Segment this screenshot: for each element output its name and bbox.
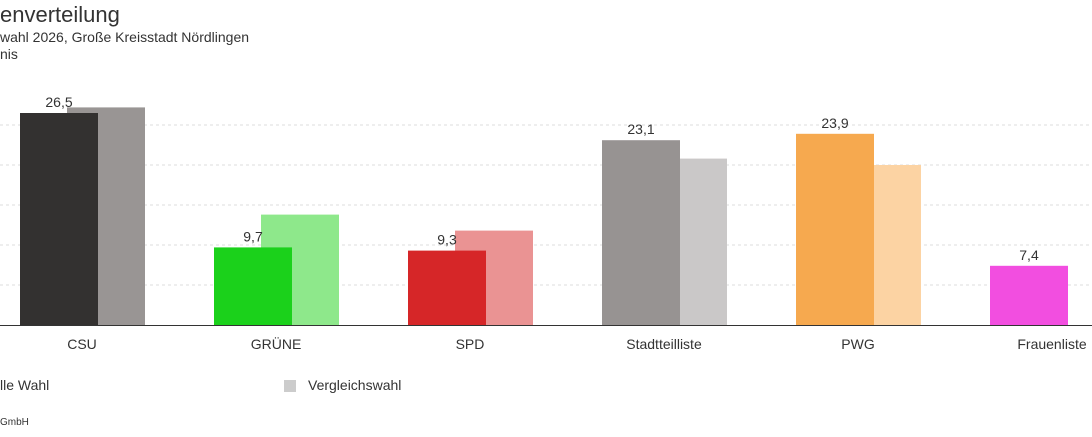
bar-current: [796, 133, 874, 325]
category-label: Stadtteilliste: [626, 336, 702, 352]
data-label: 23,9: [821, 115, 848, 131]
data-label: 23,1: [627, 121, 654, 137]
source-credit: GmbH: [0, 417, 29, 428]
category-label: CSU: [67, 336, 97, 352]
bar-current: [214, 247, 292, 325]
chart-title: enverteilung: [0, 2, 120, 27]
data-label: 9,7: [243, 228, 263, 244]
bar-current: [602, 140, 680, 325]
data-label: 26,5: [45, 94, 72, 110]
bar-current: [990, 265, 1068, 325]
chart-subtitle-2: nis: [0, 46, 18, 62]
category-label: PWG: [841, 336, 874, 352]
data-label: 9,3: [437, 232, 457, 248]
data-label: 7,4: [1019, 247, 1039, 263]
category-label: Frauenliste: [1017, 336, 1086, 352]
chart-subtitle: wahl 2026, Große Kreisstadt Nördlingen: [0, 29, 250, 45]
bar-current: [20, 113, 98, 325]
legend-current-election[interactable]: lle Wahl: [0, 377, 50, 393]
legend-swatch-comparison: [284, 380, 296, 392]
legend-comparison-election[interactable]: Vergleichswahl: [308, 377, 402, 393]
category-label: SPD: [456, 336, 485, 352]
category-label: GRÜNE: [251, 335, 302, 352]
bar-current: [408, 250, 486, 325]
